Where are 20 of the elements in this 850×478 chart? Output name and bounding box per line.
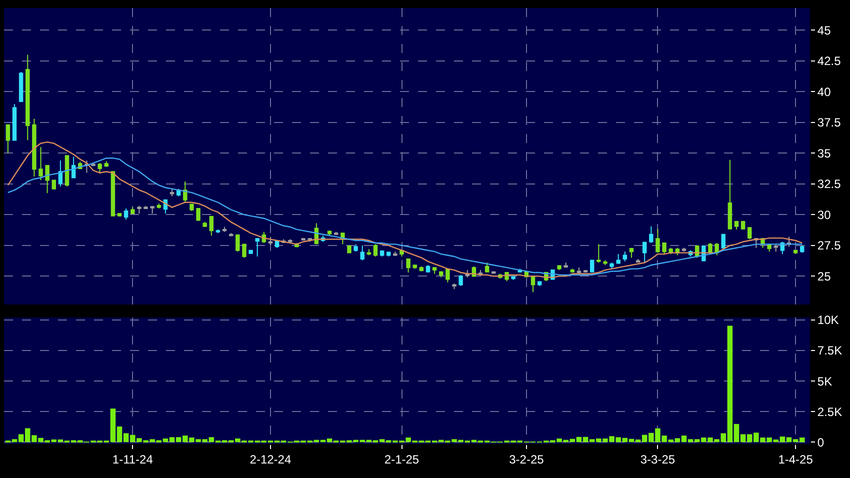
x-tick-label: 1-4-25	[778, 452, 814, 466]
y-tick-label: 27.5	[817, 238, 842, 253]
x-tick-label: 2-1-25	[384, 452, 420, 466]
x-tick-label: 1-11-24	[112, 452, 154, 466]
y-tick-label: 32.5	[817, 177, 842, 192]
y-tick-label: 35	[817, 146, 832, 160]
y-tick-label: 10K	[817, 313, 839, 328]
x-tick-label: 3-3-25	[640, 452, 676, 466]
y-tick-label: 0	[817, 435, 824, 450]
y-tick-label: 7.5K	[817, 344, 842, 358]
y-tick-label: 2.5K	[817, 404, 842, 419]
y-tick-label: 42.5	[817, 54, 842, 68]
y-tick-label: 25	[817, 269, 832, 284]
y-tick-label: 5K	[817, 374, 832, 388]
y-tick-label: 45	[817, 23, 832, 38]
x-tick-label: 2-12-24	[250, 452, 292, 466]
x-tick-label: 3-2-25	[509, 452, 544, 466]
y-tick-label: 30	[817, 208, 832, 222]
y-tick-label: 37.5	[817, 116, 842, 130]
y-tick-label: 40	[817, 84, 832, 99]
